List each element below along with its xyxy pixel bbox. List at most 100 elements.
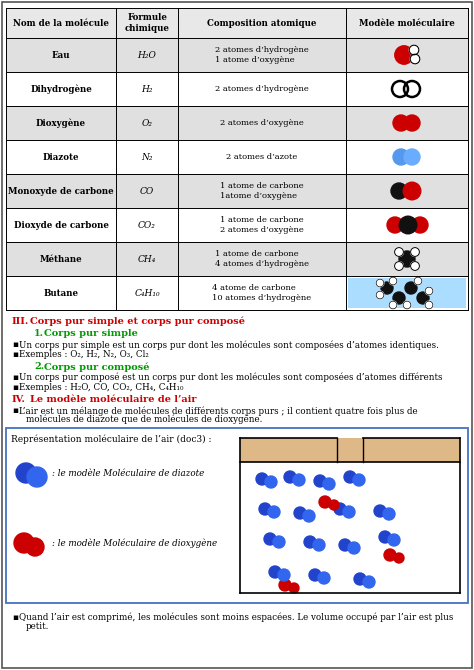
Text: CO₂: CO₂ [138,220,156,230]
FancyBboxPatch shape [6,106,468,140]
Text: ▪: ▪ [12,373,18,382]
Circle shape [374,505,386,517]
FancyBboxPatch shape [348,278,466,308]
Text: ▪: ▪ [12,350,18,359]
Circle shape [399,251,415,267]
Circle shape [410,248,419,257]
Circle shape [26,538,44,556]
Circle shape [313,539,325,551]
Circle shape [329,500,339,510]
Circle shape [409,45,419,55]
FancyBboxPatch shape [337,438,363,462]
Circle shape [343,506,355,518]
Circle shape [289,583,299,593]
Text: 1 atome de carbone
2 atomes d’oxygène: 1 atome de carbone 2 atomes d’oxygène [220,216,304,234]
Circle shape [412,217,428,233]
Circle shape [348,542,360,554]
Circle shape [404,115,420,131]
Circle shape [389,301,397,309]
FancyBboxPatch shape [6,174,468,208]
FancyBboxPatch shape [6,72,468,106]
Text: Butane: Butane [44,289,79,297]
Text: CO: CO [140,186,154,196]
Text: O₂: O₂ [142,119,153,127]
Circle shape [393,292,405,304]
Circle shape [410,261,419,271]
Circle shape [353,474,365,486]
Circle shape [279,579,291,591]
Circle shape [395,46,413,64]
Circle shape [259,503,271,515]
Text: Quand l’air est comprimé, les molécules sont moins espacées. Le volume occupé pa: Quand l’air est comprimé, les molécules … [19,613,453,622]
Text: ▪: ▪ [12,383,18,392]
Circle shape [384,549,396,561]
Text: Un corps pur simple est un corps pur dont les molécules sont composées d’atomes : Un corps pur simple est un corps pur don… [19,340,439,350]
Text: N₂: N₂ [141,153,153,161]
Text: H₂O: H₂O [137,50,156,60]
Text: molécules de diazote que de molécules de dioxygène.: molécules de diazote que de molécules de… [26,415,263,425]
Circle shape [363,576,375,588]
Circle shape [383,508,395,520]
Circle shape [314,475,326,487]
Circle shape [339,539,351,551]
Circle shape [394,261,403,271]
FancyBboxPatch shape [6,38,468,72]
Circle shape [393,115,409,131]
Circle shape [27,467,47,487]
FancyBboxPatch shape [6,8,468,38]
FancyBboxPatch shape [6,276,468,310]
Circle shape [334,503,346,515]
Text: Méthane: Méthane [40,255,82,263]
Text: ▪: ▪ [12,613,18,622]
Circle shape [309,569,321,581]
FancyBboxPatch shape [6,242,468,276]
Circle shape [273,536,285,548]
Text: Exemples : O₂, H₂, N₂, O₃, Cl₂: Exemples : O₂, H₂, N₂, O₃, Cl₂ [19,350,149,359]
Text: 1 atome de carbone
1atome d’oxygène: 1 atome de carbone 1atome d’oxygène [220,182,304,200]
Circle shape [294,507,306,519]
Circle shape [403,301,411,309]
Circle shape [256,473,268,485]
Circle shape [344,471,356,483]
Circle shape [379,531,391,543]
Circle shape [14,533,34,553]
Text: Formule
chimique: Formule chimique [125,13,169,33]
Circle shape [264,533,276,545]
Text: ▪: ▪ [12,340,18,349]
FancyBboxPatch shape [240,462,460,593]
Text: petit.: petit. [26,622,49,631]
Text: 1 atome de carbone
4 atomes d’hydrogène: 1 atome de carbone 4 atomes d’hydrogène [215,251,309,267]
Circle shape [319,496,331,508]
Text: Dioxyde de carbone: Dioxyde de carbone [14,220,109,230]
Text: ▪: ▪ [12,406,18,415]
FancyBboxPatch shape [6,428,468,603]
Circle shape [318,572,330,584]
Text: Diazote: Diazote [43,153,79,161]
Text: : le modèle Moléculaire de diazote: : le modèle Moléculaire de diazote [52,468,204,478]
Circle shape [388,534,400,546]
Circle shape [394,553,404,563]
Circle shape [268,506,280,518]
Circle shape [278,569,290,581]
FancyBboxPatch shape [6,140,468,174]
Circle shape [399,216,417,234]
Circle shape [303,510,315,522]
Circle shape [376,291,384,299]
Text: H₂: H₂ [141,84,153,94]
Text: Représentation moléculaire de l’air (doc3) :: Représentation moléculaire de l’air (doc… [11,434,211,444]
Circle shape [417,292,429,304]
Circle shape [425,301,433,309]
Circle shape [387,217,403,233]
Text: Modèle moléculaire: Modèle moléculaire [359,19,455,27]
Text: 2 atomes d’hydrogène: 2 atomes d’hydrogène [215,85,309,93]
Text: 2 atomes d’azote: 2 atomes d’azote [227,153,298,161]
Circle shape [354,573,366,585]
Circle shape [304,536,316,548]
Circle shape [284,471,296,483]
Circle shape [269,566,281,578]
Text: Eau: Eau [52,50,70,60]
Circle shape [410,54,420,64]
Circle shape [425,287,433,295]
Text: 4 atome de carbone
10 atomes d’hydrogène: 4 atome de carbone 10 atomes d’hydrogène [212,284,311,302]
Text: Monoxyde de carbone: Monoxyde de carbone [8,186,114,196]
